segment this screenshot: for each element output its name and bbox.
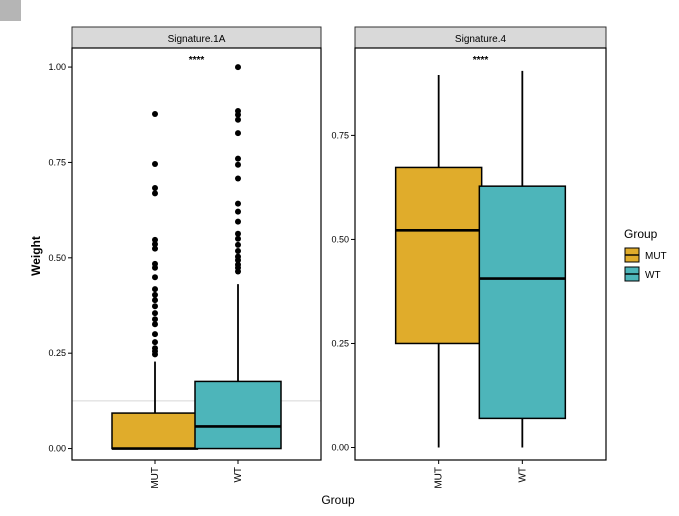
outlier-point	[152, 310, 158, 317]
x-tick-label: WT	[517, 467, 528, 483]
panel-2: Signature.4 **** 0.00 0.25 0.50 0.75 MUT WT	[331, 26, 607, 489]
outlier-point	[235, 161, 241, 168]
x-tick-label: MUT	[150, 467, 161, 489]
significance-label: ****	[473, 55, 489, 66]
outlier-point	[235, 155, 241, 162]
outlier-point	[152, 297, 158, 304]
outlier-point	[152, 331, 158, 338]
box-mut	[394, 75, 483, 448]
significance-label: ****	[189, 55, 205, 66]
y-tick-label: 0.00	[331, 443, 349, 453]
y-tick-label: 1.00	[48, 62, 66, 72]
outlier-point	[152, 110, 158, 117]
corner-panel-marker	[0, 0, 21, 21]
box-body	[394, 166, 483, 345]
box-mut	[111, 110, 199, 450]
outlier-point	[152, 236, 158, 243]
outlier-point	[235, 253, 241, 260]
outlier-point	[152, 345, 158, 352]
outlier-point	[152, 274, 158, 281]
legend: Group MUT WT	[624, 227, 667, 282]
y-tick-label: 0.25	[331, 338, 349, 348]
outlier-point	[235, 241, 241, 248]
facet-title: Signature.4	[455, 34, 507, 45]
outlier-point	[235, 200, 241, 207]
legend-label: MUT	[645, 251, 667, 262]
outlier-point	[235, 261, 241, 268]
outlier-point	[152, 339, 158, 346]
panel-1: Signature.1A **** 0.00 0.25 0.50 0.75 1.00 MUT W…	[48, 26, 322, 489]
y-tick-label: 0.50	[48, 253, 66, 263]
outlier-point	[152, 260, 158, 267]
box-wt	[194, 64, 282, 450]
box-wt	[478, 70, 567, 448]
outlier-point	[152, 245, 158, 252]
legend-entry-wt: WT	[624, 266, 661, 282]
chart-panels: Signature.1A **** 0.00 0.25 0.50 0.75 1.00 MUT W…	[48, 26, 607, 489]
outlier-point	[235, 218, 241, 225]
box-body	[478, 185, 567, 420]
box-body	[194, 380, 282, 450]
x-tick-label: WT	[233, 467, 244, 483]
outlier-point	[235, 230, 241, 237]
box-body	[111, 412, 199, 450]
outlier-point	[235, 175, 241, 182]
y-tick-label: 0.25	[48, 348, 66, 358]
outlier-point	[152, 321, 158, 328]
panel-border	[71, 47, 322, 461]
outlier-point	[235, 208, 241, 215]
outlier-point	[152, 241, 158, 248]
legend-label: WT	[645, 270, 661, 281]
legend-title: Group	[624, 227, 658, 241]
y-tick-label: 0.75	[48, 157, 66, 167]
outlier-point	[235, 247, 241, 254]
outlier-point	[235, 64, 241, 71]
y-tick-label: 0.75	[331, 130, 349, 140]
outlier-point	[152, 316, 158, 323]
outlier-point	[152, 160, 158, 167]
outlier-point	[152, 291, 158, 298]
outlier-point	[152, 286, 158, 293]
x-tick-label: MUT	[434, 467, 445, 489]
y-tick-label: 0.50	[331, 234, 349, 244]
outlier-point	[152, 190, 158, 197]
outlier-point	[235, 235, 241, 242]
outlier-point	[235, 107, 241, 114]
outlier-point	[152, 303, 158, 310]
y-axis-label: Weight	[29, 236, 43, 276]
facet-title: Signature.1A	[168, 34, 226, 45]
outlier-point	[152, 185, 158, 192]
outlier-point	[235, 116, 241, 123]
outlier-point	[235, 130, 241, 137]
x-axis-label: Group	[321, 493, 355, 507]
panel-border	[354, 47, 607, 461]
legend-entry-mut: MUT	[624, 247, 667, 263]
y-tick-label: 0.00	[48, 444, 66, 454]
